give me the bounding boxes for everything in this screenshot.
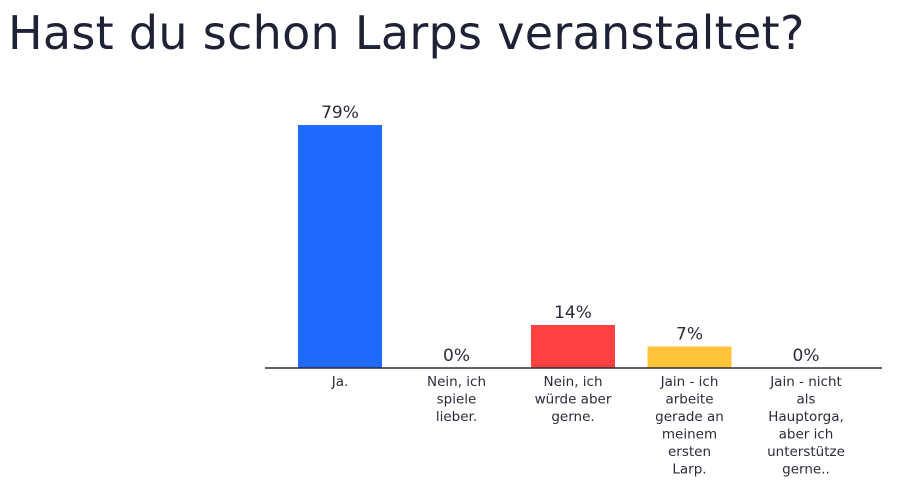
category-label-line: Hauptorga, [768, 409, 844, 425]
category-label-line: gerade an [655, 409, 724, 425]
category-label-line: gerne.. [782, 462, 830, 478]
category-labels-group: Ja. Nein, ich spiele lieber. Nein, ich würde … [331, 374, 845, 478]
bar-3 [531, 324, 615, 368]
category-label-line: würde aber [535, 392, 612, 408]
category-label-line: Nein, ich [427, 374, 486, 390]
value-label-2: 0% [443, 346, 470, 366]
category-label-2: Nein, ich spiele lieber. [427, 374, 486, 425]
category-label-5: Jain - nicht als Hauptorga, aber ich unterst… [767, 374, 845, 478]
category-label-line: Nein, ich [543, 374, 602, 390]
category-label-line: Larp. [672, 462, 706, 478]
bars-group [298, 125, 732, 368]
value-label-3: 14% [554, 303, 592, 323]
bar-4 [647, 346, 732, 368]
category-label-line: aber ich [779, 427, 834, 443]
category-label-line: meinem [662, 427, 717, 443]
chart-title: Hast du schon Larps veranstaltet? [8, 6, 805, 60]
bar-1 [298, 125, 382, 368]
category-label-line: ersten [668, 444, 711, 460]
category-label-line: gerne. [551, 409, 594, 425]
value-label-1: 79% [321, 103, 359, 123]
category-label-4: Jain - ich arbeite gerade an meinem ersten La… [655, 374, 724, 478]
category-label-line: lieber. [436, 409, 477, 425]
category-label-line: Jain - nicht [769, 374, 842, 390]
category-label-line: als [796, 392, 815, 408]
value-label-5: 0% [793, 346, 820, 366]
category-label-line: Jain - ich [660, 374, 719, 390]
category-label-line: arbeite [665, 392, 713, 408]
category-label-3: Nein, ich würde aber gerne. [535, 374, 612, 425]
category-label-line: unterstütze [767, 444, 845, 460]
value-labels-group: 79% 0% 14% 7% 0% [321, 103, 819, 366]
category-label-line: spiele [437, 392, 477, 408]
category-label-1: Ja. [331, 374, 349, 390]
value-label-4: 7% [676, 324, 703, 344]
category-label-line: Ja. [331, 374, 349, 390]
